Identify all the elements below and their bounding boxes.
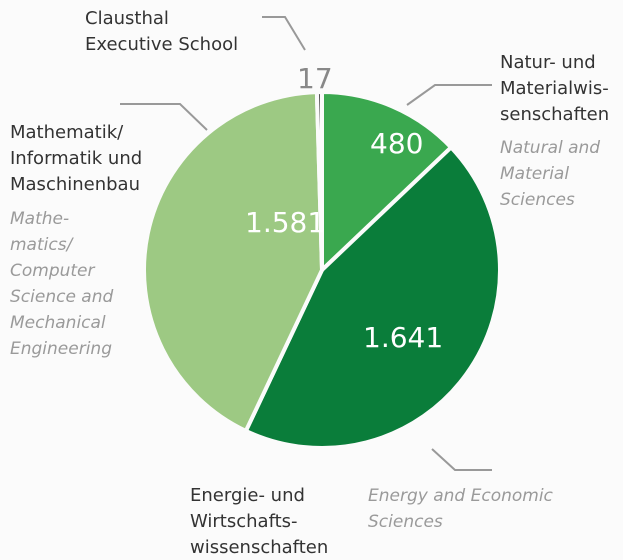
translation-label: Energy and Economic Sciences xyxy=(368,486,554,532)
pie-slice xyxy=(142,90,324,433)
leader-line xyxy=(120,103,208,131)
value-label: 1.581 xyxy=(245,206,325,239)
category-label: Natur- und Materialwis-senschaften xyxy=(500,52,609,125)
translation-label: Mathe-matics/Computer Science and Mechanic… xyxy=(10,209,113,359)
leader-line xyxy=(431,448,492,471)
value-label: 480 xyxy=(370,127,423,160)
leader-line xyxy=(262,16,306,51)
leader-line xyxy=(406,84,492,106)
pie-slice xyxy=(320,90,454,272)
category-label: Clausthal Executive School xyxy=(85,8,238,55)
pie-slice xyxy=(243,145,502,450)
value-label: 1.641 xyxy=(363,321,443,354)
pie-slice xyxy=(314,90,324,272)
category-label: Mathematik/Informatik und Maschinenbau xyxy=(10,122,142,195)
category-label: Energie- und Wirtschafts-wissenschaften xyxy=(190,485,328,558)
value-label: 17 xyxy=(297,62,333,95)
translation-label: Natural and Material Sciences xyxy=(500,138,600,210)
